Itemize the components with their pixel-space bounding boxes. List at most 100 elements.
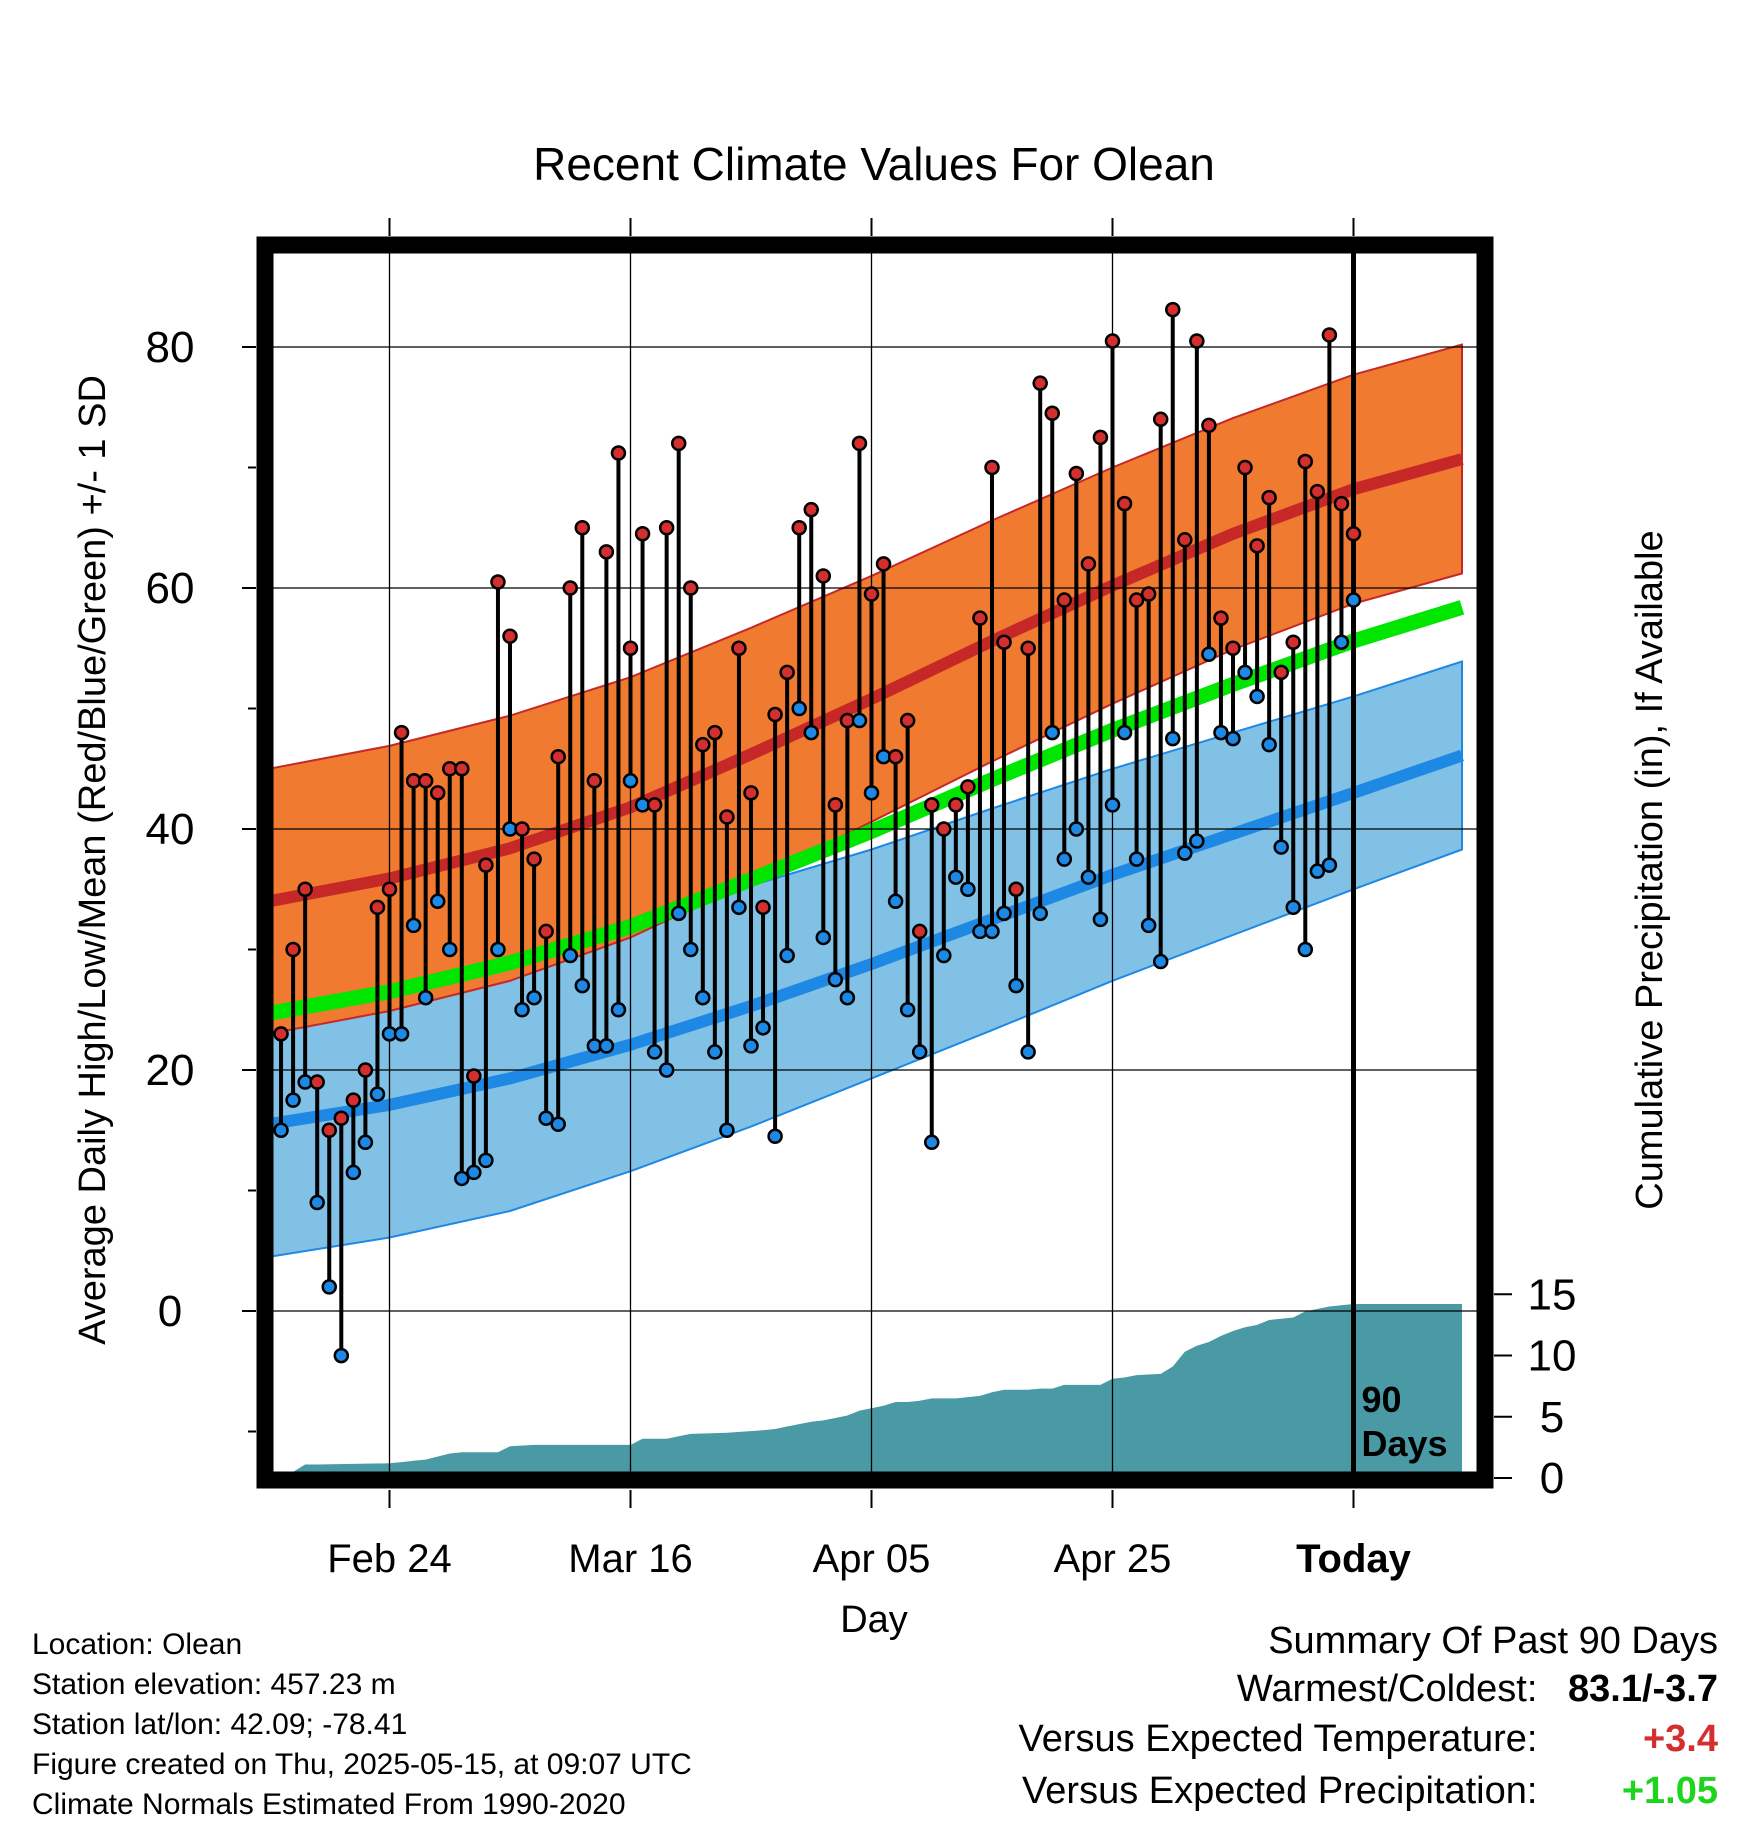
daily-high-point <box>1237 459 1253 476</box>
precip-value: +1.05 <box>1621 1770 1718 1812</box>
daily-low-point <box>1032 905 1048 922</box>
daily-low-point <box>429 893 446 910</box>
daily-low-point <box>1068 821 1085 837</box>
daily-high-point <box>707 724 723 741</box>
daily-high-point <box>610 445 627 461</box>
daily-high-point <box>646 797 663 813</box>
daily-high-point <box>562 580 578 596</box>
daily-low-point <box>309 1194 325 1211</box>
daily-low-point <box>1128 851 1145 867</box>
daily-high-point <box>622 640 639 656</box>
daily-high-point <box>381 881 398 897</box>
daily-high-point <box>1140 586 1157 602</box>
daily-low-point <box>1321 857 1338 873</box>
daily-high-point <box>1044 405 1060 422</box>
daily-low-point <box>321 1279 337 1295</box>
daily-high-point <box>429 785 446 801</box>
y2-tick-label: 0 <box>1540 1454 1564 1503</box>
daily-low-point <box>1201 646 1217 663</box>
daily-low-point <box>1104 797 1121 813</box>
daily-high-point <box>321 1122 337 1138</box>
location-text: Location: Olean <box>32 1628 243 1661</box>
daily-low-point <box>526 989 542 1006</box>
daily-low-point <box>490 941 506 958</box>
daily-high-point <box>755 899 771 916</box>
daily-low-point <box>767 1128 783 1145</box>
daily-low-point <box>646 1044 663 1060</box>
daily-low-point <box>731 899 747 916</box>
daily-high-point <box>598 544 615 560</box>
daily-low-point <box>960 881 976 897</box>
daily-high-point <box>478 857 494 873</box>
x-tick-label: Feb 24 <box>327 1537 452 1581</box>
today-marker-label-days: Days <box>1362 1423 1448 1464</box>
daily-low-point <box>683 941 699 958</box>
daily-low-point <box>1056 851 1073 867</box>
daily-high-point <box>1201 417 1217 434</box>
daily-high-point <box>731 640 747 656</box>
daily-high-point <box>297 881 313 897</box>
daily-low-point <box>1008 977 1024 994</box>
daily-high-point <box>1165 301 1181 318</box>
daily-low-point <box>911 1044 928 1060</box>
daily-high-point <box>1333 495 1350 512</box>
daily-high-point <box>1068 465 1085 482</box>
daily-low-point <box>622 773 639 789</box>
daily-high-point <box>1104 333 1121 349</box>
daily-low-point <box>1152 953 1169 970</box>
daily-high-point <box>1177 532 1193 548</box>
daily-low-point <box>1020 1044 1036 1060</box>
daily-high-point <box>1128 592 1145 608</box>
precip-label: Versus Expected Precipitation: <box>1022 1770 1538 1812</box>
daily-low-point <box>851 712 868 729</box>
daily-high-point <box>887 748 904 765</box>
daily-high-point <box>803 501 819 518</box>
daily-high-point <box>357 1062 374 1078</box>
daily-high-point <box>1321 327 1338 343</box>
daily-high-point <box>1297 453 1314 470</box>
daily-high-point <box>1285 634 1301 650</box>
daily-high-point <box>1056 592 1073 608</box>
y-tick-label: 0 <box>158 1287 182 1336</box>
daily-low-point <box>1140 917 1157 934</box>
daily-high-point <box>815 568 832 584</box>
daily-low-point <box>984 923 1000 940</box>
daily-low-point <box>863 785 880 801</box>
daily-high-point <box>1249 538 1265 554</box>
daily-high-point <box>996 634 1012 650</box>
x-tick-label: Apr 25 <box>1054 1537 1172 1581</box>
daily-low-point <box>598 1038 615 1054</box>
y2-tick-label: 15 <box>1528 1270 1577 1319</box>
daily-low-point <box>285 1092 301 1108</box>
daily-low-point <box>1213 724 1229 741</box>
daily-low-point <box>803 724 819 741</box>
daily-low-point <box>670 905 687 922</box>
daily-high-point <box>1008 881 1024 897</box>
daily-low-point <box>478 1152 494 1169</box>
daily-high-point <box>658 520 675 536</box>
daily-low-point <box>1092 911 1109 928</box>
daily-high-point <box>1213 610 1229 626</box>
daily-low-point <box>887 893 904 910</box>
daily-high-point <box>779 664 795 681</box>
daily-low-point <box>538 1110 554 1126</box>
daily-high-point <box>984 459 1000 476</box>
y-axis-label: Average Daily High/Low/Mean (Red/Blue/Gr… <box>72 375 114 1345</box>
daily-high-point <box>719 809 735 825</box>
daily-high-point <box>526 851 542 867</box>
daily-high-point <box>333 1110 350 1126</box>
daily-low-point <box>610 1002 627 1018</box>
y2-axis-label: Cumulative Precipitation (in), If Availa… <box>1629 530 1671 1209</box>
daily-high-point <box>1189 333 1205 349</box>
daily-high-point <box>1116 495 1133 512</box>
daily-high-point <box>1309 483 1326 500</box>
temp-value: +3.4 <box>1642 1718 1718 1760</box>
daily-low-point <box>1309 863 1326 879</box>
daily-high-point <box>273 1026 289 1042</box>
y-tick-label: 80 <box>146 323 195 372</box>
daily-high-point <box>972 610 988 626</box>
elevation-text: Station elevation: 457.23 m <box>32 1668 396 1701</box>
daily-low-point <box>899 1002 916 1018</box>
daily-low-point <box>1225 730 1241 747</box>
